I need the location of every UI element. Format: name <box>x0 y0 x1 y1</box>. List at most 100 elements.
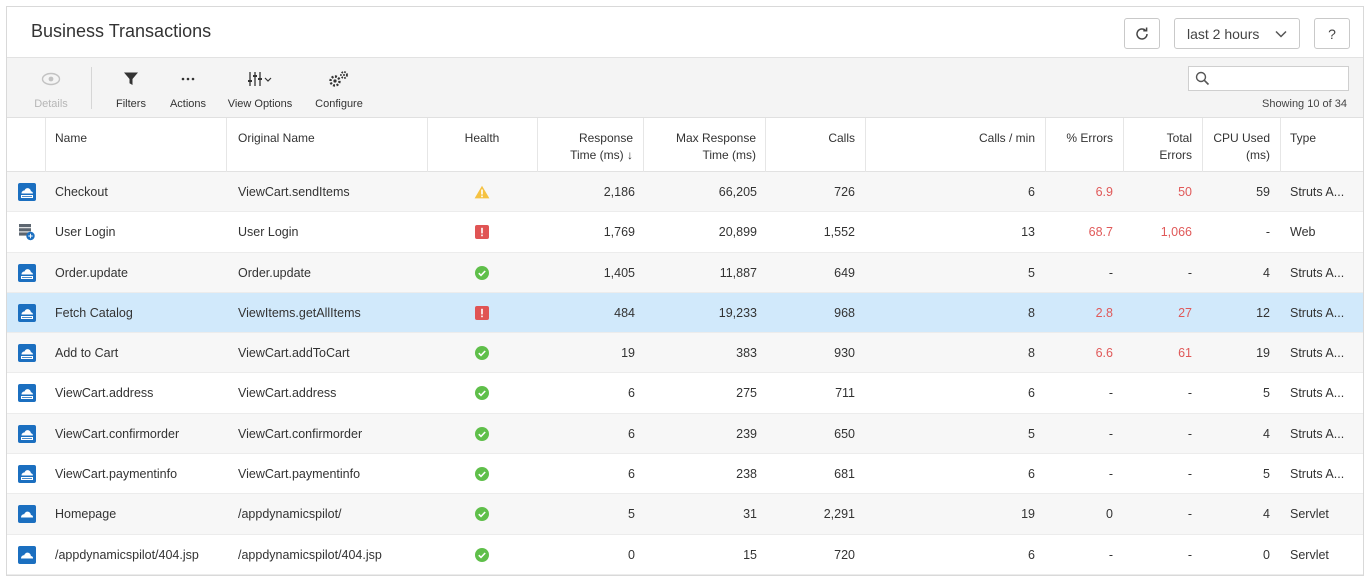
col-header-total-errors-line1: Total <box>1166 131 1192 145</box>
table-row[interactable]: Add to Cart ViewCart.addToCart 19 383 930 8 6.… <box>7 333 1363 374</box>
table-row[interactable]: Order.update Order.update 1,405 11,887 649 5 -… <box>7 252 1363 293</box>
cell-total-errors: - <box>1187 426 1192 441</box>
cell-type: Struts A... <box>1290 386 1345 401</box>
cell-health[interactable] <box>427 212 537 252</box>
cell-name[interactable]: Checkout <box>55 185 108 199</box>
col-header-total-errors[interactable]: Total Errors <box>1117 130 1192 164</box>
search-input[interactable] <box>1213 69 1343 88</box>
search-box[interactable] <box>1188 66 1349 91</box>
table-row[interactable]: User Login User Login 1,769 20,899 1,552 13 68… <box>7 212 1363 253</box>
cell-response-time: 5 <box>628 507 635 522</box>
cell-health[interactable] <box>427 333 537 373</box>
cell-name[interactable]: ViewCart.confirmorder <box>55 426 180 441</box>
critical-icon <box>475 305 489 320</box>
column-divider[interactable] <box>765 118 766 172</box>
cell-health[interactable] <box>427 293 537 333</box>
col-header-response-time-line1: Response <box>578 131 633 145</box>
table-row[interactable]: /appdynamicspilot/404.jsp/appdynamicspil… <box>7 534 1363 575</box>
col-header-pct-errors[interactable]: % Errors <box>1066 131 1113 145</box>
column-divider[interactable] <box>1123 118 1124 172</box>
column-divider[interactable] <box>865 118 866 172</box>
struts-icon <box>18 183 36 201</box>
col-header-max-response-line2: Time (ms) <box>702 148 756 162</box>
cell-calls-per-min: 5 <box>1028 426 1035 441</box>
help-button[interactable]: ? <box>1314 18 1350 49</box>
cell-cpu-used: 12 <box>1256 305 1270 320</box>
page-title: Business Transactions <box>31 21 212 41</box>
cell-health[interactable] <box>427 414 537 454</box>
cell-cpu-used: 0 <box>1263 547 1270 562</box>
cell-response-time: 0 <box>628 547 635 562</box>
col-header-total-errors-line2: Errors <box>1159 148 1192 162</box>
cell-name[interactable]: Add to Cart <box>55 346 119 361</box>
filter-icon <box>124 72 138 85</box>
cell-health[interactable] <box>427 253 537 293</box>
gears-icon <box>329 71 348 87</box>
column-divider[interactable] <box>45 118 46 172</box>
col-header-cpu-used-line1: CPU Used <box>1213 131 1270 145</box>
col-header-original-name[interactable]: Original Name <box>238 131 315 145</box>
cell-cpu-used: 5 <box>1263 467 1270 482</box>
cell-name[interactable]: Homepage <box>55 507 117 522</box>
col-header-name[interactable]: Name <box>55 131 88 145</box>
actions-button[interactable]: Actions <box>167 68 209 110</box>
cell-calls: 2,291 <box>823 507 855 522</box>
cell-health[interactable] <box>427 535 537 575</box>
column-divider[interactable] <box>427 118 428 172</box>
col-header-calls[interactable]: Calls <box>828 131 855 145</box>
configure-button[interactable]: Configure <box>313 68 365 110</box>
cell-name[interactable]: Order.update <box>55 265 128 280</box>
table-row[interactable]: ViewCart.address ViewCart.address 6 275 711 6… <box>7 373 1363 414</box>
cell-original-name: /appdynamicspilot/ <box>238 507 342 522</box>
view-options-button[interactable]: View Options <box>225 68 295 110</box>
cell-name[interactable]: /appdynamicspilot/404.jsp <box>55 547 199 562</box>
cell-total-errors: - <box>1187 507 1192 522</box>
col-header-cpu-used[interactable]: CPU Used (ms) <box>1200 130 1270 164</box>
cell-calls-per-min: 5 <box>1028 265 1035 280</box>
chevron-down-icon <box>1275 30 1287 38</box>
col-header-response-time[interactable]: Response Time (ms) ↓ <box>537 130 633 164</box>
column-divider[interactable] <box>1280 118 1281 172</box>
cell-name[interactable]: ViewCart.address <box>55 386 154 401</box>
column-divider[interactable] <box>643 118 644 172</box>
cell-health[interactable] <box>427 172 537 212</box>
toolbar-divider <box>91 67 92 109</box>
column-divider[interactable] <box>1045 118 1046 172</box>
cell-name[interactable]: ViewCart.paymentinfo <box>55 467 178 482</box>
filters-button[interactable]: Filters <box>111 68 151 110</box>
column-divider[interactable] <box>537 118 538 172</box>
cell-calls: 681 <box>834 467 855 482</box>
cell-calls: 650 <box>834 426 855 441</box>
cell-original-name: ViewCart.sendItems <box>238 185 350 199</box>
table-row[interactable]: ViewCart.confirmorder ViewCart.confirmord… <box>7 413 1363 455</box>
column-divider[interactable] <box>226 118 227 172</box>
cell-pct-errors: 6.6 <box>1095 346 1113 361</box>
cell-original-name: ViewItems.getAllItems <box>238 305 361 320</box>
cell-health[interactable] <box>427 373 537 413</box>
col-header-type[interactable]: Type <box>1290 131 1317 145</box>
cell-total-errors: 61 <box>1178 346 1192 361</box>
cell-health[interactable] <box>427 454 537 494</box>
refresh-button[interactable] <box>1124 18 1160 49</box>
table-row[interactable]: ViewCart.paymentinfo ViewCart.paymentinfo… <box>7 454 1363 495</box>
time-range-value: last 2 hours <box>1187 25 1260 42</box>
cell-total-errors: - <box>1187 265 1192 280</box>
cell-pct-errors: 6.9 <box>1095 185 1113 199</box>
col-header-max-response-time[interactable]: Max Response Time (ms) <box>637 130 756 164</box>
table-row[interactable]: Checkout ViewCart.sendItems 2,186 66,205 726… <box>7 172 1363 213</box>
col-header-calls-per-min[interactable]: Calls / min <box>978 131 1035 145</box>
cell-calls: 711 <box>835 386 855 401</box>
details-button[interactable]: Details <box>21 68 81 110</box>
cell-max-response-time: 20,899 <box>718 225 757 240</box>
cell-health[interactable] <box>427 494 537 534</box>
struts-icon <box>18 303 36 322</box>
column-divider[interactable] <box>1202 118 1203 172</box>
col-header-health[interactable]: Health <box>464 131 500 145</box>
cell-name[interactable]: User Login <box>55 225 116 240</box>
cell-pct-errors: - <box>1108 426 1113 441</box>
cell-response-time: 19 <box>621 346 635 361</box>
table-row[interactable]: Fetch Catalog ViewItems.getAllItems 484 19,… <box>7 292 1363 334</box>
table-row[interactable]: Homepage/appdynamicspilot/5 31 2,291 19 0 - 4 S… <box>7 494 1363 535</box>
cell-name[interactable]: Fetch Catalog <box>55 305 133 320</box>
time-range-select[interactable]: last 2 hours <box>1174 18 1300 49</box>
